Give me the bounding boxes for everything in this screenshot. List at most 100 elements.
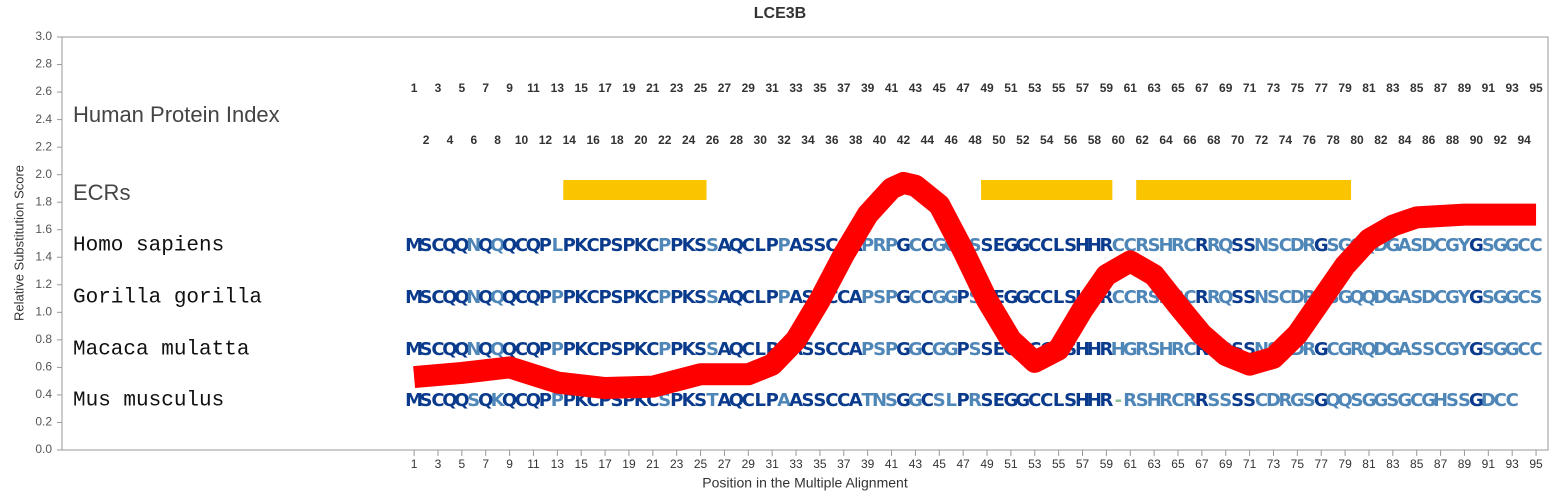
residue: G [1445,235,1460,256]
residue: A [849,390,863,411]
protein-index: 44 [921,133,935,147]
protein-index: 18 [610,133,624,147]
x-tick-label: 21 [646,457,660,471]
residue: P [670,287,683,308]
x-tick-label: 1 [411,457,418,471]
residue: - [1115,390,1122,411]
residue: G [932,339,947,360]
protein-index: 23 [670,81,684,95]
protein-index: 37 [837,81,851,95]
residue: S [420,339,433,360]
x-tick-label: 39 [861,457,875,471]
residue: R [1123,390,1137,411]
residue: Q [442,339,457,360]
protein-index: 43 [909,81,923,95]
protein-index: 53 [1028,81,1042,95]
residue: C [837,339,850,360]
residue: Q [490,287,505,308]
protein-index: 68 [1207,133,1221,147]
residue: C [431,339,444,360]
residue: N [1254,235,1269,256]
species-name: Macaca mulatta [73,339,249,362]
protein-index: 89 [1458,81,1472,95]
residue: P [658,339,671,360]
residue: S [885,390,898,411]
residue: Q [526,339,541,360]
residue: S [1482,287,1495,308]
protein-index: 51 [1004,81,1018,95]
residue: H [1075,339,1090,360]
residue: Q [478,287,493,308]
residue: P [957,287,970,308]
y-tick-label: 3.0 [35,29,52,43]
x-tick-label: 83 [1386,457,1400,471]
residue: R [1302,235,1316,256]
protein-index: 83 [1386,81,1400,95]
residue: S [467,390,480,411]
protein-index: 69 [1219,81,1233,95]
residue: D [1421,235,1436,256]
residue: G [1469,287,1484,308]
protein-index: 82 [1374,133,1388,147]
protein-index: 6 [470,133,477,147]
x-tick-label: 29 [742,457,756,471]
residue: C [909,287,922,308]
residue: Q [1361,339,1376,360]
residue: G [1505,287,1520,308]
residue: A [849,287,863,308]
residue: G [1505,339,1520,360]
residue: G [1004,235,1019,256]
residue: G [1314,235,1329,256]
residue: S [813,390,826,411]
protein-index: 26 [706,133,720,147]
x-tick-label: 41 [885,457,899,471]
residue: P [658,287,671,308]
residue: C [909,235,922,256]
residue: G [1314,390,1329,411]
x-tick-label: 95 [1529,457,1543,471]
residue: S [1231,235,1244,256]
residue: P [598,339,611,360]
protein-index: 12 [539,133,553,147]
x-tick-label: 91 [1482,457,1496,471]
x-tick-label: 77 [1315,457,1329,471]
protein-index: 14 [563,133,577,147]
x-tick-label: 87 [1434,457,1448,471]
residue: G [1505,235,1520,256]
protein-index: 93 [1506,81,1520,95]
residue: E [993,235,1005,256]
residue: H [1433,390,1448,411]
protein-index: 57 [1076,81,1090,95]
residue: A [777,390,791,411]
residue: C [921,235,934,256]
residue: Q [502,339,517,360]
residue: K [682,235,697,256]
residue: Q [490,235,505,256]
residue: H [1111,339,1126,360]
residue: G [1004,390,1019,411]
residue: C [1518,287,1531,308]
protein-index: 70 [1231,133,1245,147]
protein-index: 5 [459,81,466,95]
x-tick-label: 61 [1124,457,1138,471]
residue: C [1112,287,1125,308]
residue: D [1373,339,1388,360]
protein-index: 91 [1482,81,1496,95]
protein-index: 16 [586,133,600,147]
residue: C [1124,235,1137,256]
residue: C [431,287,444,308]
residue: P [551,339,564,360]
residue: R [1207,235,1221,256]
x-tick-label: 27 [718,457,732,471]
x-tick-label: 35 [813,457,827,471]
residue: S [1243,287,1256,308]
residue: S [1410,339,1423,360]
protein-index: 24 [682,133,696,147]
x-tick-label: 23 [670,457,684,471]
track-label: ECRs [73,180,130,205]
residue: R [1171,235,1185,256]
residue: S [813,235,826,256]
residue: Q [1218,235,1233,256]
residue: S [1207,390,1220,411]
